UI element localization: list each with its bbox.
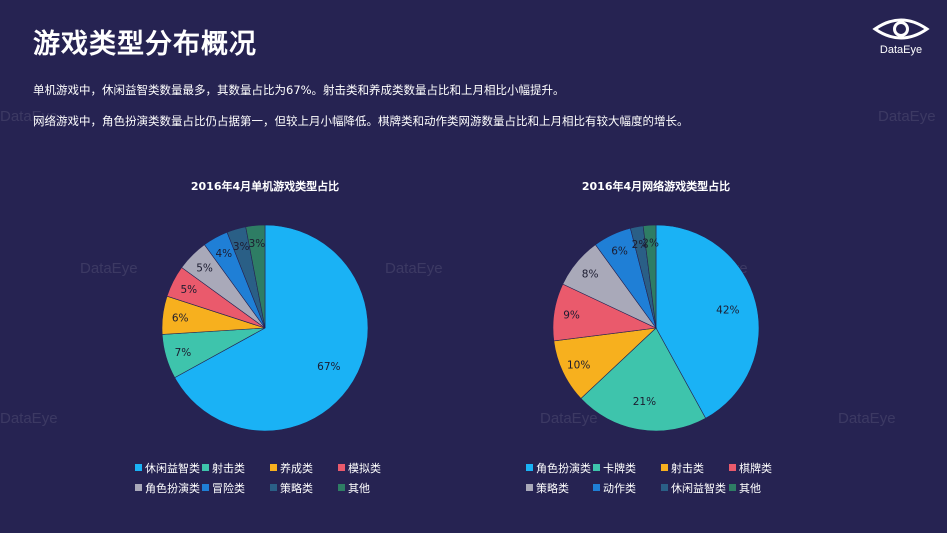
online-game-pie-chart: 2016年4月网络游戏类型占比 42% 21% 10% 9% 8% 6% 2% 2% 角色扮演… xyxy=(506,170,806,510)
pie-plot: 67%7%6%5%5%4%3% 3% xyxy=(161,224,369,432)
summary-line-1: 单机游戏中，休闲益智类数量最多，其数量占比为67%。射击类和养成类数量占比和上月… xyxy=(33,83,565,97)
legend-swatch xyxy=(526,464,533,471)
legend-swatch xyxy=(338,484,345,491)
slice-value-label: 67% xyxy=(317,361,340,373)
legend-swatch xyxy=(661,464,668,471)
legend-label: 射击类 xyxy=(671,462,704,475)
legend-swatch xyxy=(270,484,277,491)
slice-value-label: 21% xyxy=(633,396,656,408)
legend-swatch xyxy=(729,464,736,471)
legend-item: 其他 xyxy=(729,480,761,496)
legend-swatch xyxy=(729,484,736,491)
chart-title: 2016年4月网络游戏类型占比 xyxy=(581,180,731,193)
legend-label: 休闲益智类 xyxy=(145,462,200,475)
slice-value-label: 10% xyxy=(567,359,590,371)
legend-item: 模拟类 xyxy=(338,460,381,476)
pie-slice xyxy=(174,224,369,432)
slice-value-label: 2% xyxy=(642,238,659,250)
eye-logo-icon xyxy=(872,18,930,40)
pie-plot: 42% 21% 10% 9% 8% 6% 2%2% xyxy=(552,224,760,432)
legend-swatch xyxy=(593,464,600,471)
slice-value-label: 6% xyxy=(611,246,628,258)
legend-label: 角色扮演类 xyxy=(145,482,200,495)
slice-value-label: 5% xyxy=(196,263,213,275)
legend-swatch xyxy=(270,464,277,471)
watermark: DataEye xyxy=(0,108,58,125)
watermark: DataEye xyxy=(540,410,598,427)
watermark: DataEye xyxy=(838,410,896,427)
legend-swatch xyxy=(661,484,668,491)
watermark: DataEye xyxy=(0,410,58,427)
legend-label: 策略类 xyxy=(280,482,313,495)
legend-swatch xyxy=(593,484,600,491)
legend-swatch xyxy=(135,484,142,491)
legend-label: 其他 xyxy=(739,482,761,495)
watermark: DataEye xyxy=(80,260,138,277)
legend-item: 休闲益智类 xyxy=(661,480,726,496)
legend-item: 棋牌类 xyxy=(729,460,772,476)
pie-slice xyxy=(655,224,760,419)
legend-item: 养成类 xyxy=(270,460,313,476)
single-player-pie-chart: 2016年4月单机游戏类型占比 67% 7% 6% 5% 5% 4% 3% 3% 休闲益智类射… xyxy=(115,170,415,510)
slice-value-label: 4% xyxy=(215,248,232,260)
legend-swatch xyxy=(135,464,142,471)
legend-item: 冒险类 xyxy=(202,480,245,496)
legend-label: 卡牌类 xyxy=(603,462,636,475)
legend-swatch xyxy=(526,484,533,491)
legend-item: 射击类 xyxy=(661,460,704,476)
legend-item: 射击类 xyxy=(202,460,245,476)
legend-item: 卡牌类 xyxy=(593,460,636,476)
legend-label: 棋牌类 xyxy=(739,462,772,475)
chart-title: 2016年4月单机游戏类型占比 xyxy=(190,180,340,193)
legend-item: 策略类 xyxy=(270,480,313,496)
legend-label: 动作类 xyxy=(603,482,636,495)
legend-item: 动作类 xyxy=(593,480,636,496)
slice-value-label: 8% xyxy=(582,269,599,281)
slice-value-label: 5% xyxy=(180,284,197,296)
slice-value-label: 3% xyxy=(233,241,250,253)
legend-item: 其他 xyxy=(338,480,370,496)
slice-value-label: 6% xyxy=(172,312,189,324)
legend-swatch xyxy=(202,484,209,491)
legend-label: 其他 xyxy=(348,482,370,495)
slice-value-label: 7% xyxy=(175,347,192,359)
page-title: 游戏类型分布概况 xyxy=(33,29,257,60)
legend-item: 休闲益智类 xyxy=(135,460,200,476)
watermark: DataEye xyxy=(385,260,443,277)
legend-label: 策略类 xyxy=(536,482,569,495)
legend-label: 休闲益智类 xyxy=(671,482,726,495)
slice-value-label: 2% xyxy=(632,239,649,251)
legend-swatch xyxy=(338,464,345,471)
pie-slice xyxy=(642,224,657,329)
slice-value-label: 42% xyxy=(716,305,739,317)
pie-slice xyxy=(580,327,707,432)
logo-text: DataEye xyxy=(879,44,923,56)
slice-value-label: 9% xyxy=(563,310,580,322)
legend-label: 角色扮演类 xyxy=(536,462,591,475)
legend-label: 冒险类 xyxy=(212,482,245,495)
dataeye-logo: DataEye xyxy=(870,14,932,64)
summary-line-2: 网络游戏中，角色扮演类数量占比仍占据第一，但较上月小幅降低。棋牌类和动作类网游数… xyxy=(33,114,689,128)
legend-swatch xyxy=(202,464,209,471)
pie-slice xyxy=(245,224,266,329)
legend-label: 模拟类 xyxy=(348,462,381,475)
slice-value-label: 3% xyxy=(249,238,266,250)
legend-item: 角色扮演类 xyxy=(135,480,200,496)
legend-label: 养成类 xyxy=(280,462,313,475)
legend-item: 策略类 xyxy=(526,480,569,496)
watermark: DataEye xyxy=(878,108,936,125)
legend-item: 角色扮演类 xyxy=(526,460,591,476)
legend-label: 射击类 xyxy=(212,462,245,475)
